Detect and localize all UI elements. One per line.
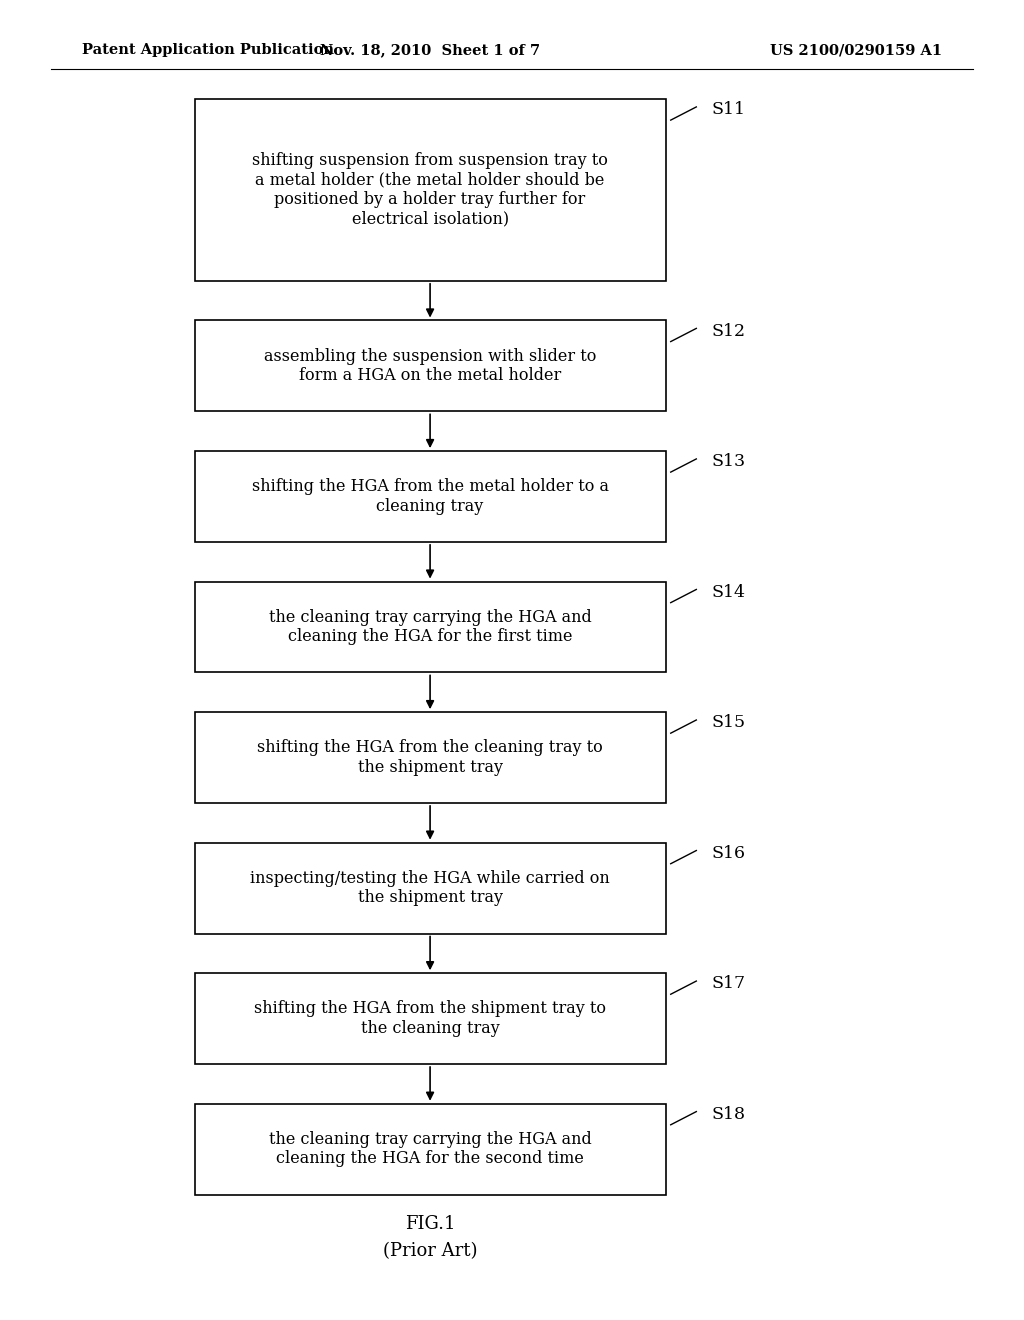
Text: shifting suspension from suspension tray to
a metal holder (the metal holder sho: shifting suspension from suspension tray… <box>252 152 608 228</box>
FancyBboxPatch shape <box>195 1104 666 1195</box>
Text: Nov. 18, 2010  Sheet 1 of 7: Nov. 18, 2010 Sheet 1 of 7 <box>321 44 540 57</box>
Text: the cleaning tray carrying the HGA and
cleaning the HGA for the second time: the cleaning tray carrying the HGA and c… <box>268 1131 592 1167</box>
Text: S17: S17 <box>712 975 745 993</box>
Text: assembling the suspension with slider to
form a HGA on the metal holder: assembling the suspension with slider to… <box>264 347 596 384</box>
FancyBboxPatch shape <box>195 582 666 672</box>
FancyBboxPatch shape <box>195 321 666 412</box>
Text: FIG.1: FIG.1 <box>404 1214 456 1233</box>
Text: US 2100/0290159 A1: US 2100/0290159 A1 <box>770 44 942 57</box>
Text: S13: S13 <box>712 453 745 470</box>
FancyBboxPatch shape <box>195 451 666 543</box>
Text: S12: S12 <box>712 322 745 339</box>
FancyBboxPatch shape <box>195 711 666 803</box>
Text: shifting the HGA from the metal holder to a
cleaning tray: shifting the HGA from the metal holder t… <box>252 478 608 515</box>
FancyBboxPatch shape <box>195 973 666 1064</box>
Text: shifting the HGA from the cleaning tray to
the shipment tray: shifting the HGA from the cleaning tray … <box>257 739 603 776</box>
Text: S15: S15 <box>712 714 745 731</box>
Text: Patent Application Publication: Patent Application Publication <box>82 44 334 57</box>
Text: S14: S14 <box>712 583 745 601</box>
Text: shifting the HGA from the shipment tray to
the cleaning tray: shifting the HGA from the shipment tray … <box>254 1001 606 1038</box>
Text: the cleaning tray carrying the HGA and
cleaning the HGA for the first time: the cleaning tray carrying the HGA and c… <box>268 609 592 645</box>
FancyBboxPatch shape <box>195 99 666 281</box>
FancyBboxPatch shape <box>195 842 666 933</box>
Text: S16: S16 <box>712 845 745 862</box>
Text: S11: S11 <box>712 102 745 117</box>
Text: inspecting/testing the HGA while carried on
the shipment tray: inspecting/testing the HGA while carried… <box>250 870 610 907</box>
Text: S18: S18 <box>712 1106 745 1123</box>
Text: (Prior Art): (Prior Art) <box>383 1242 477 1261</box>
